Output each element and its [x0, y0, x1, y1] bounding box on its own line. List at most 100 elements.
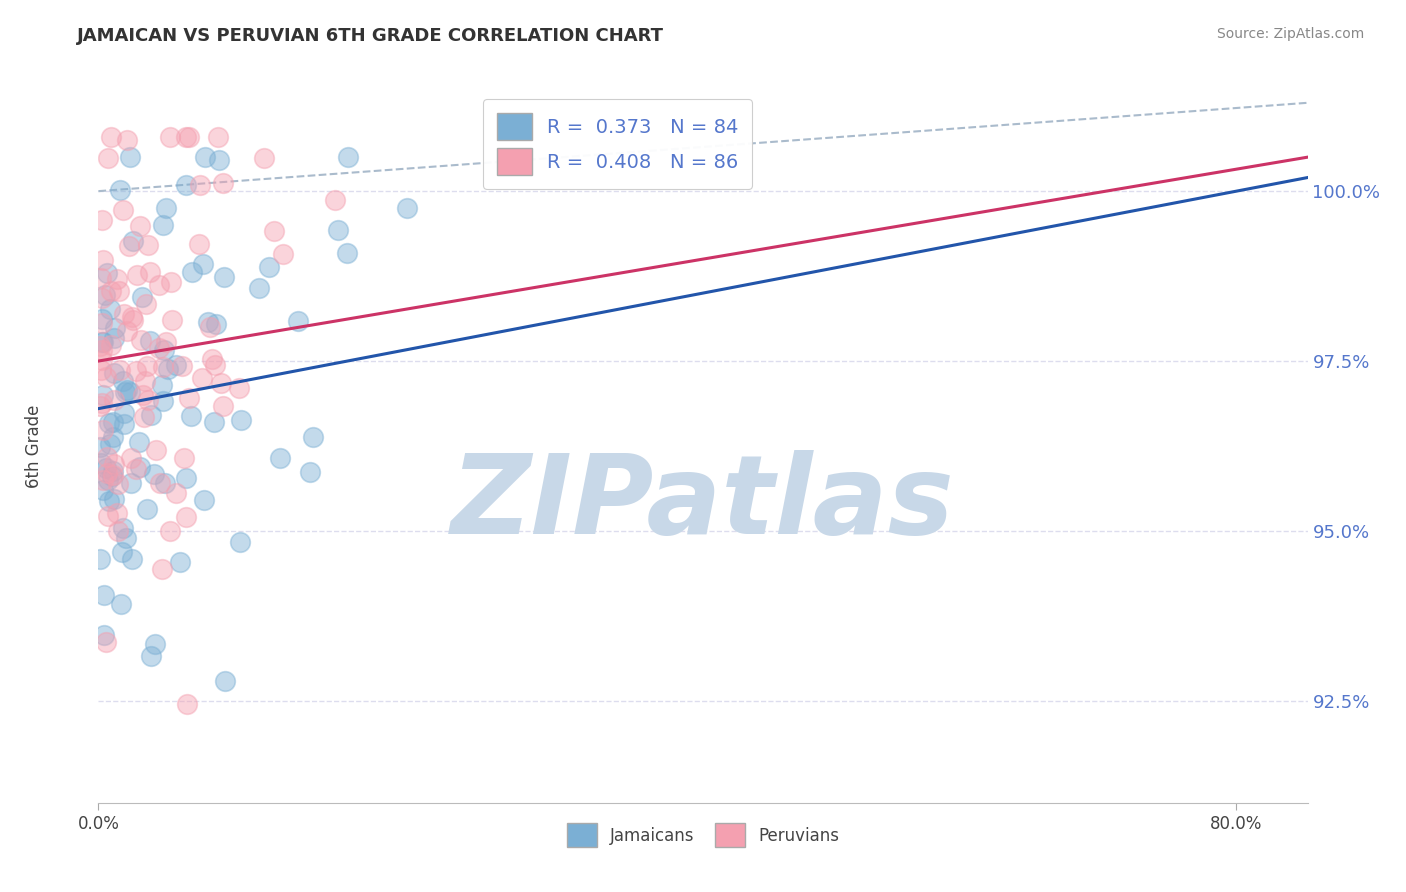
Point	[301, 430, 323, 444]
Point	[136, 393, 159, 408]
Point	[111, 521, 134, 535]
Point	[228, 381, 250, 395]
Point	[131, 333, 153, 347]
Point	[115, 383, 138, 397]
Point	[179, 129, 201, 144]
Point	[96, 466, 118, 480]
Point	[269, 450, 291, 465]
Point	[148, 341, 170, 355]
Point	[129, 219, 152, 233]
Point	[100, 468, 122, 483]
Point	[93, 628, 115, 642]
Point	[114, 384, 136, 399]
Point	[93, 588, 115, 602]
Point	[336, 246, 359, 260]
Point	[100, 437, 122, 451]
Point	[298, 466, 321, 480]
Point	[90, 334, 112, 349]
Point	[91, 316, 114, 330]
Point	[155, 334, 177, 349]
Point	[120, 476, 142, 491]
Point	[103, 392, 125, 407]
Point	[94, 369, 117, 384]
Point	[107, 524, 129, 538]
Point	[91, 253, 114, 268]
Point	[145, 442, 167, 457]
Point	[111, 544, 134, 558]
Point	[100, 284, 122, 298]
Point	[188, 178, 211, 193]
Point	[121, 552, 143, 566]
Point	[94, 288, 117, 302]
Point	[90, 271, 112, 285]
Point	[159, 524, 181, 539]
Point	[89, 441, 111, 455]
Point	[257, 260, 280, 274]
Point	[89, 338, 111, 352]
Point	[169, 555, 191, 569]
Point	[105, 272, 128, 286]
Point	[170, 359, 193, 373]
Point	[173, 450, 195, 465]
Point	[155, 201, 177, 215]
Point	[174, 509, 197, 524]
Point	[181, 265, 204, 279]
Point	[104, 321, 127, 335]
Point	[118, 239, 141, 253]
Point	[132, 409, 155, 424]
Point	[93, 424, 115, 438]
Point	[212, 399, 235, 413]
Point	[134, 374, 156, 388]
Point	[174, 178, 197, 193]
Point	[97, 508, 120, 523]
Point	[205, 318, 228, 332]
Point	[174, 471, 197, 485]
Point	[108, 363, 131, 377]
Point	[323, 194, 346, 208]
Legend: Jamaicans, Peruvians: Jamaicans, Peruvians	[555, 812, 851, 859]
Point	[101, 429, 124, 443]
Point	[103, 366, 125, 380]
Point	[156, 362, 179, 376]
Point	[91, 343, 114, 358]
Point	[97, 152, 120, 166]
Text: ZIPatlas: ZIPatlas	[451, 450, 955, 557]
Point	[105, 506, 128, 520]
Point	[103, 492, 125, 507]
Point	[193, 150, 215, 164]
Point	[165, 486, 187, 500]
Point	[143, 637, 166, 651]
Point	[152, 359, 174, 374]
Point	[107, 477, 129, 491]
Point	[91, 473, 114, 487]
Text: Source: ZipAtlas.com: Source: ZipAtlas.com	[1216, 27, 1364, 41]
Point	[177, 391, 200, 405]
Point	[103, 457, 125, 471]
Point	[128, 459, 150, 474]
Point	[188, 237, 211, 252]
Point	[207, 153, 229, 167]
Point	[97, 474, 120, 488]
Point	[201, 352, 224, 367]
Point	[100, 129, 122, 144]
Point	[118, 150, 141, 164]
Point	[111, 374, 134, 388]
Point	[96, 635, 118, 649]
Point	[115, 531, 138, 545]
Point	[287, 314, 309, 328]
Point	[191, 371, 214, 385]
Point	[101, 464, 124, 478]
Point	[149, 475, 172, 490]
Point	[91, 291, 114, 305]
Point	[247, 281, 270, 295]
Point	[207, 129, 229, 144]
Point	[139, 408, 162, 422]
Point	[121, 310, 143, 324]
Point	[91, 395, 114, 409]
Point	[90, 363, 112, 377]
Point	[120, 450, 142, 465]
Point	[112, 307, 135, 321]
Point	[159, 129, 181, 144]
Point	[136, 502, 159, 516]
Point	[162, 313, 184, 327]
